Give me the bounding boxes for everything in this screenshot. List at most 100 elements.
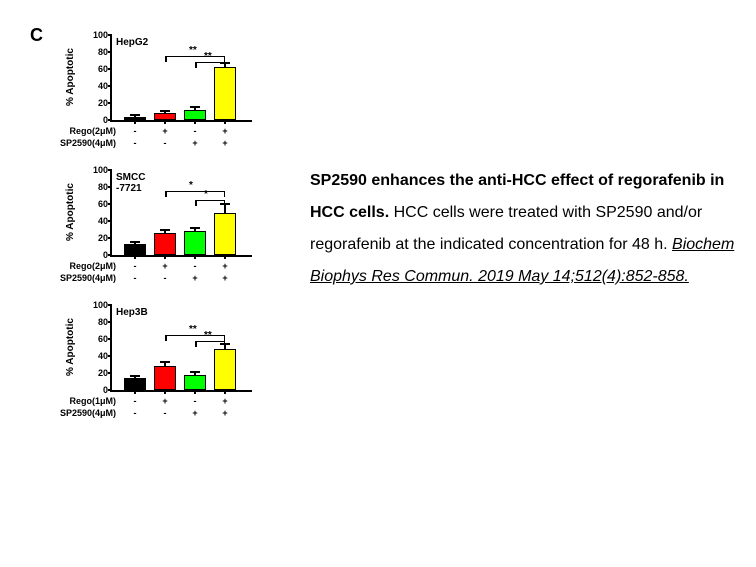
y-axis-label: % Apoptotic bbox=[65, 305, 85, 390]
bar bbox=[214, 213, 236, 256]
error-cap bbox=[160, 229, 170, 231]
condition-label: SP2590(4μM) bbox=[60, 138, 120, 148]
condition-value: - bbox=[180, 126, 210, 136]
x-tick-mark bbox=[224, 120, 226, 124]
panel-label: C bbox=[30, 25, 43, 46]
y-tick-label: 40 bbox=[88, 81, 108, 91]
y-axis-label: % Apoptotic bbox=[65, 170, 85, 255]
condition-row: SP2590(4μM)--++ bbox=[60, 407, 240, 419]
y-tick-label: 80 bbox=[88, 47, 108, 57]
condition-table: Rego(2μM)-+-+SP2590(4μM)--++ bbox=[60, 125, 240, 149]
chart-area: Hep3B**** bbox=[110, 305, 252, 392]
error-cap bbox=[190, 227, 200, 229]
condition-table: Rego(1μM)-+-+SP2590(4μM)--++ bbox=[60, 395, 240, 419]
bar bbox=[214, 349, 236, 390]
condition-value: - bbox=[120, 396, 150, 406]
condition-row: SP2590(4μM)--++ bbox=[60, 137, 240, 149]
y-tick-label: 20 bbox=[88, 368, 108, 378]
x-tick-mark bbox=[224, 255, 226, 259]
chart-block: % Apoptotic020406080100Hep3B****Rego(1μM… bbox=[60, 300, 260, 435]
bar bbox=[124, 244, 146, 255]
condition-value: - bbox=[120, 273, 150, 283]
condition-value: + bbox=[150, 126, 180, 136]
bar bbox=[184, 375, 206, 390]
condition-value: + bbox=[180, 138, 210, 148]
condition-value: + bbox=[210, 138, 240, 148]
condition-value: + bbox=[210, 408, 240, 418]
condition-value: - bbox=[120, 138, 150, 148]
condition-value: - bbox=[150, 408, 180, 418]
condition-label: Rego(1μM) bbox=[60, 396, 120, 406]
x-tick-mark bbox=[194, 120, 196, 124]
y-tick-label: 80 bbox=[88, 182, 108, 192]
significance-bracket bbox=[195, 62, 225, 63]
significance-bracket bbox=[195, 341, 225, 342]
significance-label: * bbox=[189, 180, 193, 191]
y-tick-label: 60 bbox=[88, 64, 108, 74]
error-cap bbox=[190, 371, 200, 373]
chart-block: % Apoptotic020406080100HepG2****Rego(2μM… bbox=[60, 30, 260, 165]
error-cap bbox=[160, 110, 170, 112]
error-cap bbox=[190, 106, 200, 108]
condition-value: + bbox=[210, 261, 240, 271]
y-tick-label: 0 bbox=[88, 250, 108, 260]
condition-table: Rego(2μM)-+-+SP2590(4μM)--++ bbox=[60, 260, 240, 284]
y-tick-label: 60 bbox=[88, 199, 108, 209]
condition-label: SP2590(4μM) bbox=[60, 273, 120, 283]
bar bbox=[154, 366, 176, 390]
bar bbox=[154, 113, 176, 120]
y-axis-label: % Apoptotic bbox=[65, 35, 85, 120]
condition-value: - bbox=[120, 126, 150, 136]
condition-row: SP2590(4μM)--++ bbox=[60, 272, 240, 284]
y-tick-label: 60 bbox=[88, 334, 108, 344]
x-tick-mark bbox=[134, 390, 136, 394]
condition-row: Rego(2μM)-+-+ bbox=[60, 125, 240, 137]
y-tick-label: 100 bbox=[88, 165, 108, 175]
condition-label: SP2590(4μM) bbox=[60, 408, 120, 418]
chart-title: HepG2 bbox=[116, 37, 148, 48]
significance-bracket bbox=[165, 56, 225, 57]
bar bbox=[184, 231, 206, 255]
x-tick-mark bbox=[194, 255, 196, 259]
x-tick-mark bbox=[164, 255, 166, 259]
chart-title-line2: -7721 bbox=[116, 183, 142, 194]
y-tick-label: 40 bbox=[88, 351, 108, 361]
chart-area: SMCC-7721** bbox=[110, 170, 252, 257]
bar bbox=[154, 233, 176, 255]
condition-row: Rego(1μM)-+-+ bbox=[60, 395, 240, 407]
condition-value: - bbox=[120, 408, 150, 418]
y-tick-label: 100 bbox=[88, 300, 108, 310]
condition-value: + bbox=[180, 408, 210, 418]
y-tick-label: 0 bbox=[88, 385, 108, 395]
y-tick-label: 80 bbox=[88, 317, 108, 327]
x-tick-mark bbox=[164, 390, 166, 394]
error-cap bbox=[130, 114, 140, 116]
y-tick-label: 100 bbox=[88, 30, 108, 40]
y-ticks: 020406080100 bbox=[88, 305, 110, 390]
condition-value: + bbox=[210, 273, 240, 283]
condition-value: - bbox=[180, 261, 210, 271]
y-tick-label: 20 bbox=[88, 233, 108, 243]
x-tick-mark bbox=[164, 120, 166, 124]
x-tick-mark bbox=[224, 390, 226, 394]
x-tick-mark bbox=[134, 120, 136, 124]
chart-title: Hep3B bbox=[116, 307, 148, 318]
condition-value: + bbox=[180, 273, 210, 283]
condition-value: + bbox=[210, 396, 240, 406]
bar bbox=[124, 378, 146, 390]
condition-value: - bbox=[120, 261, 150, 271]
condition-value: + bbox=[150, 261, 180, 271]
significance-label: ** bbox=[189, 45, 197, 56]
error-cap bbox=[220, 203, 230, 205]
chart-area: HepG2**** bbox=[110, 35, 252, 122]
condition-value: + bbox=[210, 126, 240, 136]
y-tick-label: 40 bbox=[88, 216, 108, 226]
significance-label: ** bbox=[204, 330, 212, 341]
condition-value: - bbox=[150, 273, 180, 283]
y-tick-label: 0 bbox=[88, 115, 108, 125]
x-tick-mark bbox=[194, 390, 196, 394]
figure-caption: SP2590 enhances the anti-HCC effect of r… bbox=[310, 165, 740, 293]
significance-bracket bbox=[195, 200, 225, 201]
condition-label: Rego(2μM) bbox=[60, 261, 120, 271]
condition-label: Rego(2μM) bbox=[60, 126, 120, 136]
